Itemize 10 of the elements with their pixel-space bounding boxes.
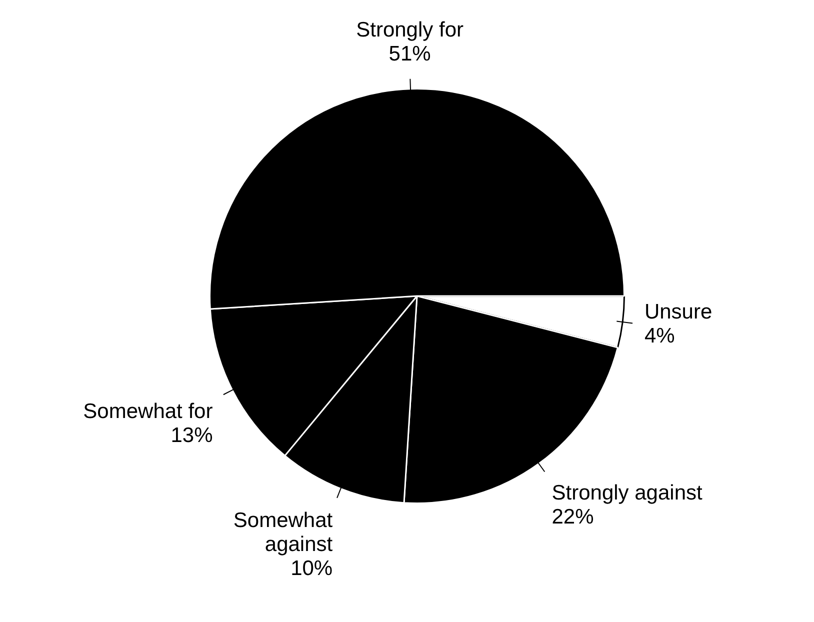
data-label: 22% [552,505,594,528]
slice-label: Somewhat for [83,400,213,423]
data-label: 4% [644,324,675,348]
slice-label: Unsure [644,300,712,324]
slice-label: Strongly for [356,18,464,42]
slice-label: Somewhat against [233,508,333,556]
data-label: 10% [290,556,333,580]
slice-label: Strongly against [552,481,703,504]
data-label: 51% [388,42,431,66]
data-label: 13% [170,424,213,447]
